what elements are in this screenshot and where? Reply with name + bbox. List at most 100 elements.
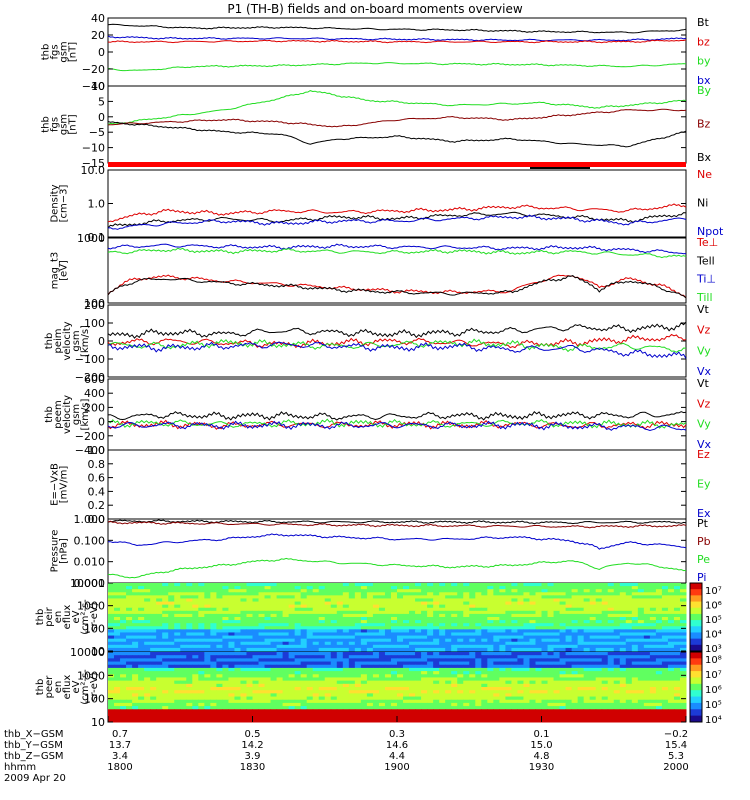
spectrogram-cell: [421, 595, 428, 599]
spectrogram-cell: [505, 617, 512, 621]
spectrogram-cell: [421, 641, 428, 646]
spectrogram-cell: [192, 664, 199, 669]
spectrogram-cell: [517, 687, 524, 691]
spectrogram-cell: [499, 658, 506, 663]
spectrogram-cell: [649, 667, 657, 672]
spectrogram-cell: [493, 661, 500, 666]
spectrogram-cell: [126, 644, 133, 649]
spectrogram-cell: [240, 623, 247, 627]
spectrogram-cell: [138, 604, 145, 609]
spectrogram-cell: [354, 671, 362, 675]
legend-label-3: Vx: [697, 365, 712, 378]
spectrogram-cell: [421, 652, 428, 656]
spectrogram-cell: [390, 635, 398, 640]
spectrogram-cell: [433, 699, 440, 704]
spectrogram-cell: [144, 683, 151, 688]
spectrogram-cell: [174, 706, 181, 710]
spectrogram-cell: [481, 702, 488, 707]
spectrogram-cell: [108, 583, 115, 587]
spectrogram-cell: [150, 626, 157, 630]
spectrogram-cell: [637, 667, 645, 672]
spectrogram-cell: [312, 617, 320, 621]
spectrogram-cell: [493, 613, 500, 618]
spectrogram-cell: [132, 693, 139, 698]
spectrogram-cell: [258, 715, 266, 720]
spectrogram-cell: [463, 696, 470, 701]
spectrogram-cell: [120, 644, 127, 649]
spectrogram-cell: [661, 683, 669, 688]
spectrogram-cell: [421, 592, 428, 596]
spectrogram-cell: [577, 629, 585, 633]
spectrogram-cell: [114, 583, 121, 587]
spectrogram-cell: [493, 623, 500, 627]
spectrogram-cell: [318, 601, 326, 606]
spectrogram-cell: [312, 613, 320, 618]
spectrogram-cell: [553, 680, 561, 685]
spectrogram-cell: [493, 644, 500, 649]
spectrogram-cell: [451, 655, 458, 659]
spectrogram-cell: [619, 610, 627, 615]
spectrogram-cell: [511, 718, 518, 723]
spectrogram-cell: [673, 589, 681, 593]
spectrogram-cell: [216, 699, 223, 704]
spectrogram-cell: [565, 671, 573, 675]
y-tick-label: −20: [82, 63, 105, 76]
spectrogram-cell: [529, 595, 536, 599]
spectrogram-cell: [595, 718, 603, 723]
spectrogram-cell: [601, 632, 609, 637]
spectrogram-cell: [607, 671, 615, 675]
spectrogram-cell: [150, 667, 157, 672]
spectrogram-cell: [150, 652, 157, 656]
spectrogram-cell: [168, 632, 175, 637]
spectrogram-cell: [324, 696, 332, 701]
spectrogram-cell: [481, 644, 488, 649]
spectrogram-cell: [439, 620, 446, 624]
spectrogram-cell: [210, 589, 217, 593]
spectrogram-cell: [535, 667, 542, 672]
spectrogram-cell: [505, 671, 512, 675]
spectrogram-cell: [180, 641, 187, 646]
spectrogram-cell: [234, 712, 241, 717]
y-tick-label: 1.0: [88, 444, 106, 457]
spectrogram-cell: [288, 620, 296, 624]
series-line-vz: [107, 333, 687, 349]
spectrogram-cell: [607, 680, 615, 685]
spectrogram-cell: [132, 683, 139, 688]
spectrogram-cell: [144, 712, 151, 717]
spectrogram-cell: [463, 641, 470, 646]
spectrogram-cell: [234, 715, 241, 720]
spectrogram-cell: [312, 696, 320, 701]
spectrogram-cell: [619, 598, 627, 603]
spectrogram-cell: [457, 699, 464, 704]
spectrogram-cell: [499, 613, 506, 618]
spectrogram-cell: [264, 709, 272, 713]
spectrogram-cell: [384, 620, 392, 624]
spectrogram-cell: [583, 601, 591, 606]
spectrogram-cell: [144, 623, 151, 627]
spectrogram-cell: [553, 655, 561, 659]
spectrogram-cell: [162, 658, 169, 663]
spectrogram-cell: [517, 702, 524, 707]
spectrogram-cell: [318, 635, 326, 640]
colorbar-segment: [690, 589, 702, 596]
spectrogram-cell: [421, 598, 428, 603]
spectrogram-cell: [625, 644, 633, 649]
spectrogram-cell: [234, 583, 241, 587]
spectrogram-cell: [282, 629, 290, 633]
spectrogram-cell: [228, 635, 235, 640]
spectrogram-cell: [366, 632, 374, 637]
spectrogram-cell: [469, 664, 476, 669]
ephemeris-value: 1930: [529, 762, 554, 773]
spectrogram-cell: [679, 620, 687, 624]
spectrogram-cell: [186, 586, 193, 590]
spectrogram-cell: [384, 592, 392, 596]
spectrogram-cell: [282, 589, 290, 593]
spectrogram-cell: [535, 655, 542, 659]
spectrogram-cell: [222, 699, 229, 704]
spectrogram-cell: [330, 661, 338, 666]
spectrogram-cell: [156, 718, 163, 723]
spectrogram-cell: [318, 677, 326, 682]
spectrogram-cell: [216, 712, 223, 717]
spectrogram-cell: [126, 706, 133, 710]
spectrogram-cell: [619, 715, 627, 720]
